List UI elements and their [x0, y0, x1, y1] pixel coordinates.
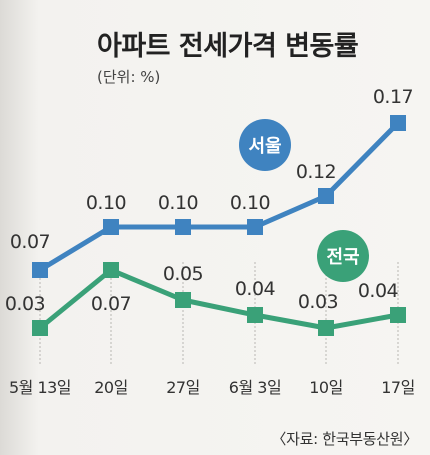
series-line-national — [38, 267, 399, 331]
x-tick-label: 27일 — [166, 378, 200, 397]
data-point-marker — [103, 262, 119, 278]
source-note: 〈자료: 한국부동산원〉 — [271, 430, 418, 448]
data-point-marker — [32, 262, 48, 278]
data-point-marker — [390, 115, 406, 131]
x-tick-label: 6월 3일 — [229, 378, 281, 397]
data-label: 0.04 — [358, 280, 399, 302]
x-tick-label: 20일 — [94, 378, 128, 397]
data-label: 0.07 — [91, 293, 131, 315]
data-point-marker — [318, 320, 334, 336]
data-label: 0.10 — [230, 192, 270, 214]
series-badge-label: 서울 — [248, 136, 281, 157]
data-point-marker — [32, 320, 48, 336]
data-label: 0.07 — [10, 231, 50, 253]
data-point-marker — [318, 188, 334, 204]
data-label: 0.04 — [235, 278, 276, 300]
data-point-marker — [175, 292, 191, 308]
data-label: 0.03 — [298, 291, 338, 313]
x-tick-label: 5월 13일 — [9, 378, 71, 397]
data-point-marker — [247, 307, 263, 323]
data-label: 0.12 — [296, 161, 336, 183]
unit-label: (단위: %) — [97, 68, 161, 86]
series-badge — [239, 119, 291, 171]
chart-title: 아파트 전세가격 변동률 — [97, 31, 359, 62]
data-point-marker — [175, 219, 191, 235]
data-label: 0.03 — [5, 293, 45, 315]
data-label: 0.10 — [158, 192, 198, 214]
data-label: 0.17 — [373, 86, 413, 108]
data-label: 0.10 — [86, 192, 126, 214]
x-tick-label: 17일 — [381, 378, 415, 397]
series-line-seoul — [38, 121, 400, 273]
series-badge-label: 전국 — [326, 247, 359, 268]
data-point-marker — [390, 307, 406, 323]
data-label: 0.05 — [163, 263, 203, 285]
x-tick-label: 10일 — [309, 378, 343, 397]
data-point-marker — [247, 219, 263, 235]
series-badge — [317, 230, 369, 282]
data-point-marker — [103, 219, 119, 235]
